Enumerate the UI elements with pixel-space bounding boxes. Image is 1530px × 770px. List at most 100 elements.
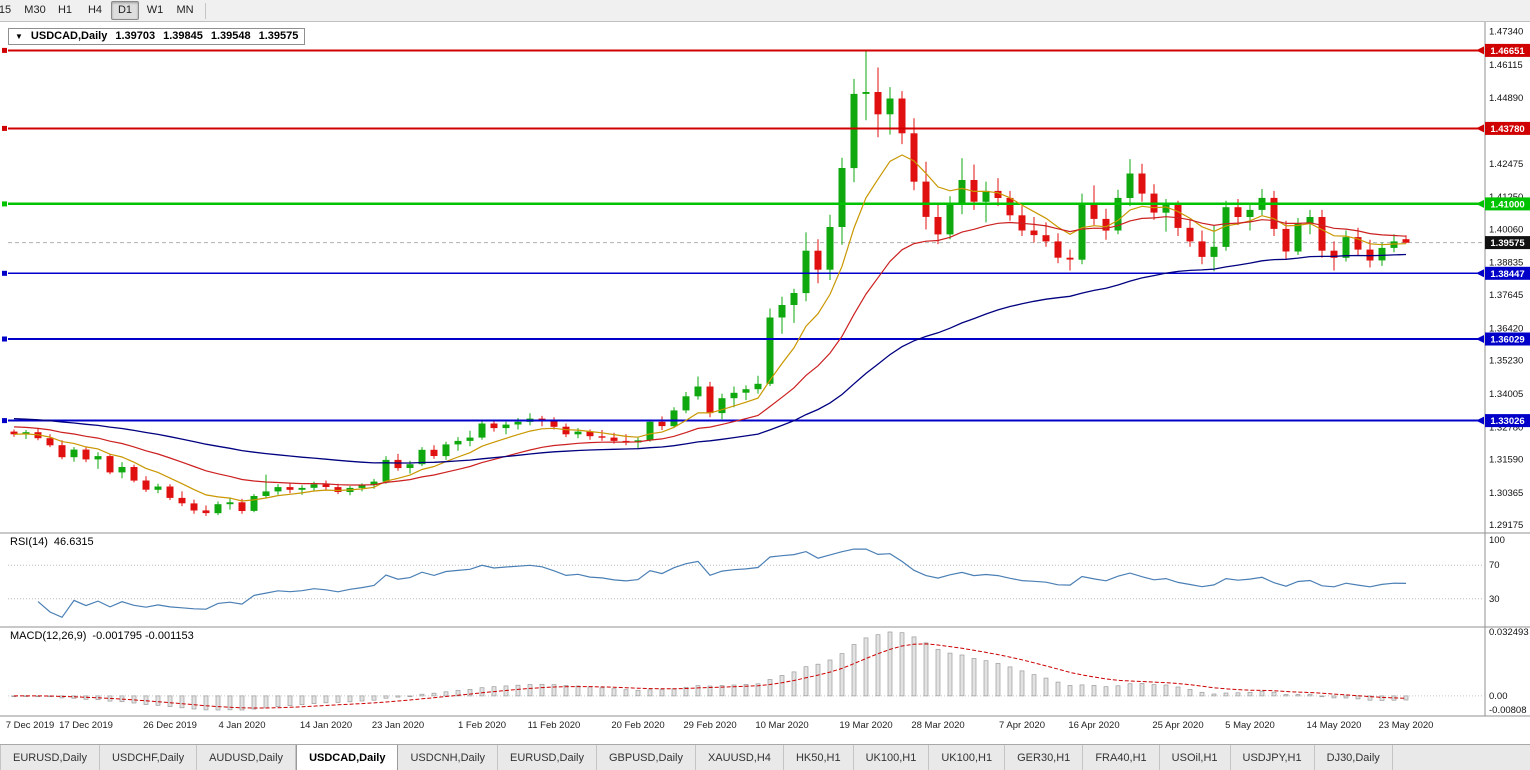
time-axis-label: 10 Mar 2020	[755, 720, 808, 731]
price-badge-1.38447: 1.38447	[1485, 266, 1530, 280]
price-tick-label: 1.40060	[1489, 225, 1523, 236]
hline-axis-arrow-icon	[1476, 46, 1484, 55]
hline-1.33026[interactable]	[2, 416, 1484, 425]
time-axis-label: 11 Feb 2020	[528, 720, 581, 731]
timeframe-toolbar: 15 M30 H1 H4 D1 W1 MN	[0, 0, 1530, 22]
rsi-axis-label: 70	[1489, 560, 1500, 571]
time-axis-label: 7 Dec 2019	[6, 720, 55, 731]
price-tick-label: 1.42475	[1489, 159, 1523, 170]
timeframe-button-h1[interactable]: H1	[57, 4, 73, 16]
svg-text:1.41000: 1.41000	[1490, 199, 1524, 210]
chart-tab-xauusd-h4[interactable]: XAUUSD,H4	[695, 745, 784, 770]
chart-tab-eurusd-daily[interactable]: EURUSD,Daily	[498, 745, 597, 770]
price-tick-label: 1.37645	[1489, 290, 1523, 301]
chart-tab-ger30-h1[interactable]: GER30,H1	[1005, 745, 1084, 770]
hline-axis-arrow-icon	[1476, 124, 1484, 133]
time-axis-label: 29 Feb 2020	[683, 720, 736, 731]
price-badge-1.33026: 1.33026	[1485, 414, 1530, 428]
hline-1.46651[interactable]	[2, 46, 1484, 55]
hline-left-handle	[2, 125, 7, 131]
price-tick-label: 1.44890	[1489, 93, 1523, 104]
price-badge-1.36029: 1.36029	[1485, 332, 1530, 346]
timeframe-button-15[interactable]: 15	[0, 4, 12, 16]
chart-tab-usdcnh-daily[interactable]: USDCNH,Daily	[398, 745, 499, 770]
chart-tab-usdjpy-h1[interactable]: USDJPY,H1	[1230, 745, 1315, 770]
rsi-axis-label: 100	[1489, 535, 1505, 546]
chart-tab-usdcad-daily[interactable]: USDCAD,Daily	[296, 745, 399, 770]
price-tick-label: 1.46115	[1489, 60, 1523, 71]
time-axis-label: 23 Jan 2020	[372, 720, 424, 731]
time-axis[interactable]: 7 Dec 2019 17 Dec 2019 26 Dec 2019 4 Jan 20…	[6, 720, 1434, 731]
macd-axis-label: -0.00808	[1489, 705, 1527, 716]
chart-close-value: 1.39575	[258, 30, 299, 42]
pane-separators	[0, 22, 1530, 717]
hline-left-handle	[2, 47, 7, 53]
current-price-badge: 1.39575	[1485, 236, 1530, 250]
chart-tabs-bar: EURUSD,Daily USDCHF,Daily AUDUSD,Daily USDC…	[0, 744, 1530, 770]
price-tick-label: 1.35230	[1489, 356, 1523, 367]
time-axis-label: 20 Feb 2020	[611, 720, 664, 731]
svg-text:1.33026: 1.33026	[1490, 416, 1524, 427]
price-tick-label: 1.32780	[1489, 422, 1523, 433]
macd-pane: 0.032493 0.00 -0.00808	[8, 627, 1529, 716]
rsi-axis-label: 30	[1489, 594, 1500, 605]
time-axis-label: 26 Dec 2019	[143, 720, 197, 731]
timeframe-button-m30[interactable]: M30	[24, 4, 46, 16]
time-axis-label: 25 Apr 2020	[1152, 720, 1203, 731]
price-badge-1.46651: 1.46651	[1485, 43, 1530, 57]
price-tick-label: 1.38835	[1489, 258, 1523, 269]
hline-axis-arrow-icon	[1476, 416, 1484, 425]
timeframe-button-d1[interactable]: D1	[111, 1, 139, 20]
toolbar-separator	[205, 2, 206, 19]
chart-tab-hk50-h1[interactable]: HK50,H1	[783, 745, 854, 770]
svg-text:1.36029: 1.36029	[1490, 335, 1524, 346]
time-axis-label: 16 Apr 2020	[1068, 720, 1119, 731]
price-badge-1.41000: 1.41000	[1485, 197, 1530, 211]
hline-1.41000[interactable]	[2, 199, 1484, 208]
macd-axis-label: 0.00	[1489, 691, 1508, 702]
time-axis-label: 28 Mar 2020	[911, 720, 964, 731]
chart-collapse-icon[interactable]: ▼	[15, 32, 23, 41]
price-tick-label: 1.34005	[1489, 389, 1523, 400]
hline-1.38447[interactable]	[2, 269, 1484, 278]
timeframe-button-h4[interactable]: H4	[87, 4, 103, 16]
time-axis-label: 1 Feb 2020	[458, 720, 506, 731]
chart-tab-usdchf-daily[interactable]: USDCHF,Daily	[99, 745, 198, 770]
hline-axis-arrow-icon	[1476, 269, 1484, 278]
svg-text:1.39575: 1.39575	[1490, 238, 1525, 249]
macd-signal-line	[14, 643, 1407, 709]
ma-fast-line	[13, 154, 1407, 502]
macd-axis-label: 0.032493	[1489, 627, 1529, 638]
chart-tab-uk100-h1[interactable]: UK100,H1	[853, 745, 930, 770]
hline-1.43780[interactable]	[2, 124, 1484, 133]
price-badges: 1.46651 1.43780 1.41000 1.38447 1.36029 …	[1485, 43, 1530, 428]
chart-tab-uk100-h1[interactable]: UK100,H1	[929, 745, 1006, 770]
time-axis-label: 4 Jan 2020	[218, 720, 265, 731]
timeframe-button-mn[interactable]: MN	[176, 4, 194, 16]
macd-name: MACD(12,26,9)	[10, 630, 87, 642]
chart-canvas[interactable]: 1.473401.461151.448901.436651.424751.412…	[0, 22, 1530, 744]
time-axis-label: 5 May 2020	[1225, 720, 1275, 731]
chart-low-value: 1.39548	[210, 30, 251, 42]
chart-symbol-label: USDCAD,Daily	[30, 30, 108, 42]
rsi-current-value: 46.6315	[53, 536, 94, 548]
chart-tab-gbpusd-daily[interactable]: GBPUSD,Daily	[597, 745, 696, 770]
rsi-indicator-label: RSI(14) 46.6315	[10, 536, 94, 548]
svg-text:1.38447: 1.38447	[1490, 269, 1524, 280]
svg-text:1.46651: 1.46651	[1490, 46, 1525, 57]
chart-tab-fra40-h1[interactable]: FRA40,H1	[1083, 745, 1160, 770]
chart-tab-dj30-daily[interactable]: DJ30,Daily	[1314, 745, 1393, 770]
timeframe-button-w1[interactable]: W1	[146, 4, 164, 16]
chart-tab-usoil-h1[interactable]: USOil,H1	[1159, 745, 1231, 770]
hline-left-handle	[2, 201, 7, 207]
chart-high-value: 1.39845	[163, 30, 203, 42]
chart-tab-audusd-daily[interactable]: AUDUSD,Daily	[197, 745, 297, 770]
price-tick-label: 1.36420	[1489, 323, 1523, 334]
candles-layer	[10, 49, 1410, 516]
time-axis-label: 7 Apr 2020	[999, 720, 1045, 731]
macd-current-values: -0.001795 -0.001153	[92, 630, 194, 642]
hline-1.36029[interactable]	[2, 335, 1484, 343]
chart-region: 1.473401.461151.448901.436651.424751.412…	[0, 22, 1530, 744]
chart-tab-eurusd-daily[interactable]: EURUSD,Daily	[0, 745, 100, 770]
